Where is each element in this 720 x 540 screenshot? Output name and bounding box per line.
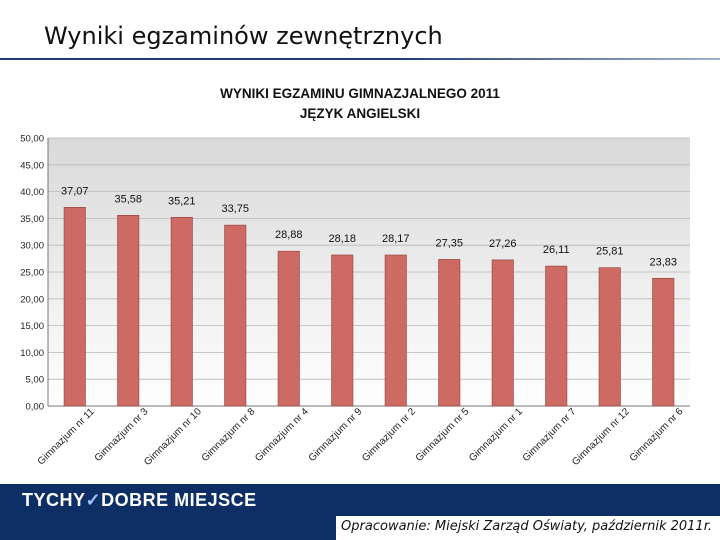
category-label: Gimnazjum nr 2 — [360, 406, 418, 464]
category-label: Gimnazjum nr 3 — [93, 406, 151, 464]
checkmark-icon: ✓ — [85, 490, 102, 510]
category-label: Gimnazjum nr 9 — [307, 406, 365, 464]
data-label: 25,81 — [596, 246, 624, 258]
data-label: 27,26 — [489, 238, 517, 250]
brand-left-text: TYCHY — [22, 490, 86, 510]
bar — [491, 259, 514, 407]
category-label: Gimnazjum nr 7 — [521, 406, 579, 464]
data-label: 23,83 — [649, 256, 677, 268]
y-tick-label: 35,00 — [20, 214, 44, 225]
bar — [438, 259, 461, 407]
title-rule — [0, 58, 720, 60]
category-label: Gimnazjum nr 1 — [467, 406, 525, 464]
bar — [277, 250, 300, 407]
bar — [545, 265, 568, 407]
source-box: Opracowanie: Miejski Zarząd Oświaty, paź… — [336, 516, 720, 540]
y-tick-label: 30,00 — [20, 241, 44, 252]
source-note: Opracowanie: Miejski Zarząd Oświaty, paź… — [341, 519, 712, 534]
data-label: 27,35 — [435, 237, 463, 249]
bar — [224, 224, 247, 407]
bar — [384, 254, 407, 407]
bar — [117, 214, 140, 407]
category-label: Gimnazjum nr 10 — [142, 406, 204, 468]
data-label: 37,07 — [61, 185, 89, 197]
bar — [170, 216, 193, 407]
data-label: 28,17 — [382, 233, 410, 245]
bar — [63, 207, 86, 407]
data-label: 26,11 — [543, 244, 570, 256]
category-label: Gimnazjum nr 11 — [36, 406, 97, 467]
data-label: 35,21 — [168, 195, 196, 207]
y-tick-label: 15,00 — [20, 321, 44, 332]
brand-logo: TYCHY✓DOBRE MIEJSCE — [22, 490, 257, 511]
chart-title-line-2: JĘZYK ANGIELSKI — [299, 106, 421, 121]
chart-title-line-1: WYNIKI EGZAMINU GIMNAZJALNEGO 2011 — [220, 86, 500, 101]
y-tick-label: 50,00 — [20, 134, 44, 145]
bar — [331, 254, 354, 407]
slide-title: Wyniki egzaminów zewnętrznych — [44, 22, 443, 50]
bar — [598, 267, 621, 407]
y-tick-label: 45,00 — [20, 160, 44, 171]
category-label: Gimnazjum nr 4 — [253, 406, 311, 464]
category-label: Gimnazjum nr 8 — [200, 406, 258, 464]
bar — [652, 277, 675, 407]
data-label: 35,58 — [114, 193, 142, 205]
y-tick-label: 10,00 — [20, 348, 44, 359]
y-tick-label: 40,00 — [20, 187, 44, 198]
category-label: Gimnazjum nr 12 — [570, 406, 632, 468]
y-tick-label: 20,00 — [20, 294, 44, 305]
bar-chart: 0,00 5,00 10,00 15,00 20,00 25,00 30,00 35,00 40… — [20, 134, 690, 468]
category-label: Gimnazjum nr 6 — [628, 406, 686, 464]
data-label: 33,75 — [221, 203, 249, 215]
y-tick-label: 25,00 — [20, 268, 44, 279]
data-label: 28,18 — [328, 233, 356, 245]
y-tick-label: 0,00 — [26, 402, 45, 413]
brand-right-text: DOBRE MIEJSCE — [101, 490, 257, 510]
category-label: Gimnazjum nr 5 — [414, 406, 472, 464]
data-label: 28,88 — [275, 229, 303, 241]
y-tick-label: 5,00 — [26, 375, 45, 386]
chart-area: WYNIKI EGZAMINU GIMNAZJALNEGO 2011 JĘZYK… — [0, 72, 720, 484]
